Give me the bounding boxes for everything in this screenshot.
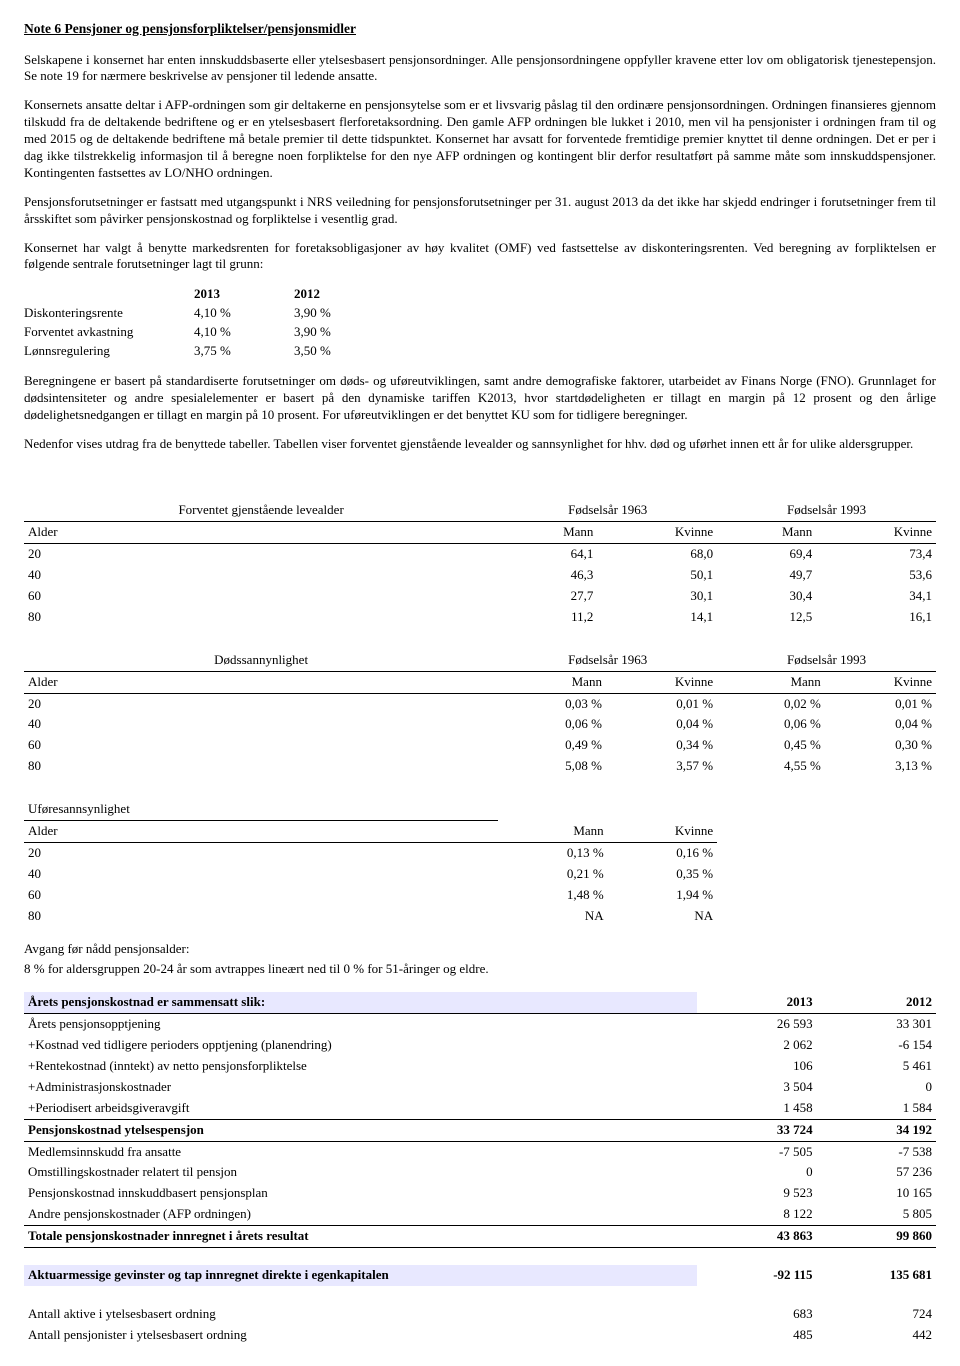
table-row: Årets pensjonsopptjening26 59333 301 bbox=[24, 1014, 936, 1035]
paragraph-2: Konsernets ansatte deltar i AFP-ordninge… bbox=[24, 97, 936, 181]
table-title: Forventet gjenstående levealder bbox=[24, 500, 498, 521]
actuarial-row: Aktuarmessige gevinster og tap innregnet… bbox=[24, 1265, 936, 1286]
fin-header: Årets pensjonskostnad er sammensatt slik… bbox=[24, 992, 697, 1013]
table-title: Dødssannynlighet bbox=[24, 650, 498, 671]
assumptions-table: 2013 2012 Diskonteringsrente 4,10 % 3,90… bbox=[24, 285, 936, 361]
group-header: Fødselsår 1963 bbox=[498, 650, 717, 671]
subtotal-row: Pensjonskostnad ytelsespensjon33 72434 1… bbox=[24, 1119, 936, 1141]
paragraph-6: Nedenfor vises utdrag fra de benyttede t… bbox=[24, 436, 936, 453]
assumption-value: 4,10 % bbox=[194, 304, 294, 323]
col-mann: Mann bbox=[498, 821, 607, 843]
assumption-value: 3,90 % bbox=[294, 323, 394, 342]
pension-cost-table: Årets pensjonskostnad er sammensatt slik… bbox=[24, 992, 936, 1346]
table-row: 80 5,08 % 3,57 % 4,55 % 3,13 % bbox=[24, 756, 936, 777]
table-row: 40 46,3 50,1 49,7 53,6 bbox=[24, 565, 936, 586]
table-row: 80 NA NA bbox=[24, 906, 936, 927]
table-row: Omstillingskostnader relatert til pensjo… bbox=[24, 1162, 936, 1183]
death-probability-table: Dødssannynlighet Fødselsår 1963 Fødselså… bbox=[24, 650, 936, 777]
assumptions-year-1: 2013 bbox=[194, 285, 294, 304]
table-row: Antall aktive i ytelsesbasert ordning683… bbox=[24, 1304, 936, 1325]
table-row: 60 0,49 % 0,34 % 0,45 % 0,30 % bbox=[24, 735, 936, 756]
departure-title: Avgang før nådd pensjonsalder: bbox=[24, 941, 936, 958]
assumption-label: Forventet avkastning bbox=[24, 323, 194, 342]
table-row: 20 0,03 % 0,01 % 0,02 % 0,01 % bbox=[24, 693, 936, 714]
col-mann: Mann bbox=[498, 522, 597, 544]
table-row: 40 0,21 % 0,35 % bbox=[24, 864, 936, 885]
table-row: 40 0,06 % 0,04 % 0,06 % 0,04 % bbox=[24, 714, 936, 735]
col-kvinne: Kvinne bbox=[816, 522, 936, 544]
group-header: Fødselsår 1993 bbox=[717, 500, 936, 521]
col-kvinne: Kvinne bbox=[825, 671, 936, 693]
disability-probability-table: Uføresannsynlighet Alder Mann Kvinne 20 … bbox=[24, 799, 936, 926]
assumptions-year-2: 2012 bbox=[294, 285, 394, 304]
assumption-value: 3,90 % bbox=[294, 304, 394, 323]
assumption-value: 3,50 % bbox=[294, 342, 394, 361]
table-row: Antall pensjonister i ytelsesbasert ordn… bbox=[24, 1325, 936, 1346]
col-kvinne: Kvinne bbox=[608, 821, 717, 843]
total-row: Totale pensjonskostnader innregnet i åre… bbox=[24, 1226, 936, 1248]
col-mann: Mann bbox=[717, 671, 825, 693]
table-row: 20 64,1 68,0 69,4 73,4 bbox=[24, 544, 936, 565]
age-label: Alder bbox=[24, 522, 498, 544]
life-expectancy-table: Forventet gjenstående levealder Fødselså… bbox=[24, 500, 936, 627]
fin-year-2: 2012 bbox=[817, 992, 936, 1013]
assumption-value: 4,10 % bbox=[194, 323, 294, 342]
assumption-value: 3,75 % bbox=[194, 342, 294, 361]
paragraph-4: Konsernet har valgt å benytte markedsren… bbox=[24, 240, 936, 274]
group-header: Fødselsår 1963 bbox=[498, 500, 717, 521]
paragraph-3: Pensjonsforutsetninger er fastsatt med u… bbox=[24, 194, 936, 228]
paragraph-1: Selskapene i konsernet har enten innskud… bbox=[24, 52, 936, 86]
age-label: Alder bbox=[24, 671, 498, 693]
table-row: Medlemsinnskudd fra ansatte-7 505-7 538 bbox=[24, 1141, 936, 1162]
table-row: 80 11,2 14,1 12,5 16,1 bbox=[24, 607, 936, 628]
table-row: Andre pensjonskostnader (AFP ordningen)8… bbox=[24, 1204, 936, 1225]
table-title: Uføresannsynlighet bbox=[24, 799, 498, 820]
table-row: +Periodisert arbeidsgiveravgift1 4581 58… bbox=[24, 1098, 936, 1119]
assumption-label: Lønnsregulering bbox=[24, 342, 194, 361]
assumption-label: Diskonteringsrente bbox=[24, 304, 194, 323]
table-row: +Administrasjonskostnader3 5040 bbox=[24, 1077, 936, 1098]
table-row: +Rentekostnad (inntekt) av netto pensjon… bbox=[24, 1056, 936, 1077]
table-row: 20 0,13 % 0,16 % bbox=[24, 842, 936, 863]
fin-year-1: 2013 bbox=[697, 992, 816, 1013]
group-header: Fødselsår 1993 bbox=[717, 650, 936, 671]
table-row: +Kostnad ved tidligere perioders opptjen… bbox=[24, 1035, 936, 1056]
table-row: 60 27,7 30,1 30,4 34,1 bbox=[24, 586, 936, 607]
table-row: Pensjonskostnad innskuddbasert pensjonsp… bbox=[24, 1183, 936, 1204]
paragraph-5: Beregningene er basert på standardiserte… bbox=[24, 373, 936, 424]
col-kvinne: Kvinne bbox=[597, 522, 717, 544]
departure-text: 8 % for aldersgruppen 20-24 år som avtra… bbox=[24, 961, 936, 978]
col-kvinne: Kvinne bbox=[606, 671, 717, 693]
col-mann: Mann bbox=[498, 671, 606, 693]
note-title: Note 6 Pensjoner og pensjonsforpliktelse… bbox=[24, 20, 936, 38]
age-label: Alder bbox=[24, 821, 498, 843]
table-row: 60 1,48 % 1,94 % bbox=[24, 885, 936, 906]
col-mann: Mann bbox=[717, 522, 816, 544]
